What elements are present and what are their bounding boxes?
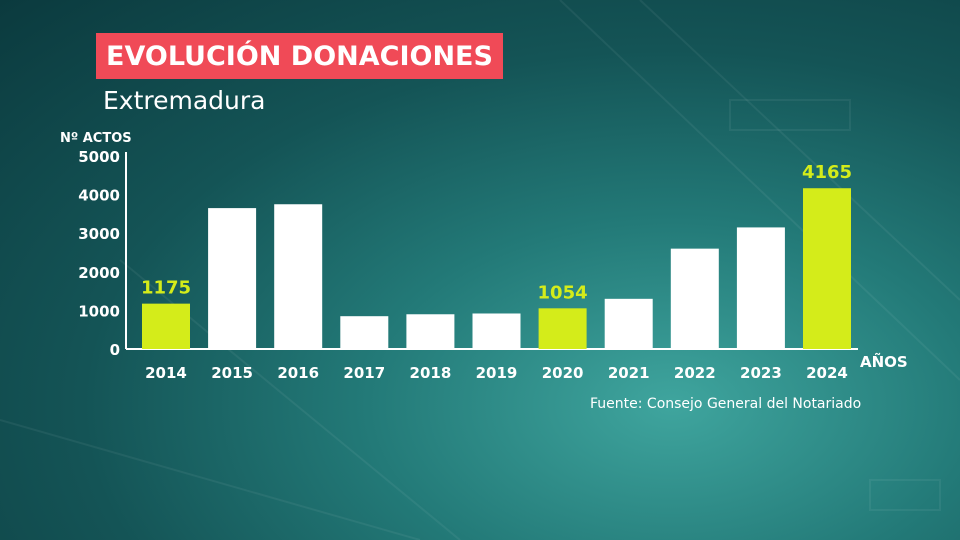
y-tick-label: 5000 <box>78 148 120 166</box>
y-tick-label: 0 <box>110 341 120 359</box>
data-label-2014: 1175 <box>141 278 191 299</box>
x-axis-label: AÑOS <box>860 352 908 371</box>
bar-2020 <box>538 308 587 349</box>
x-tick-label: 2020 <box>542 364 584 382</box>
x-tick-label: 2016 <box>277 364 319 382</box>
bar-2018 <box>406 314 455 349</box>
bar-2022 <box>670 248 719 349</box>
chart-subtitle: Extremadura <box>103 86 266 115</box>
bar-2019 <box>472 313 521 349</box>
bar-2023 <box>736 227 785 349</box>
bar-2015 <box>208 208 257 349</box>
x-tick-label: 2021 <box>608 364 650 382</box>
bar-2021 <box>604 298 653 349</box>
y-axis-label: Nº ACTOS <box>60 131 132 146</box>
y-tick-label: 1000 <box>78 302 120 320</box>
chart-title: EVOLUCIÓN DONACIONES <box>106 40 493 72</box>
x-tick-label: 2019 <box>476 364 518 382</box>
x-tick-label: 2023 <box>740 364 782 382</box>
x-tick-label: 2015 <box>211 364 253 382</box>
x-tick-label: 2017 <box>343 364 385 382</box>
bar-2016 <box>274 204 323 349</box>
x-tick-label: 2018 <box>410 364 452 382</box>
y-tick-label: 4000 <box>78 187 120 205</box>
x-tick-label: 2014 <box>145 364 187 382</box>
x-tick-label: 2022 <box>674 364 716 382</box>
bar-2014 <box>142 303 190 349</box>
data-label-2024: 4165 <box>802 162 852 183</box>
title-banner: EVOLUCIÓN DONACIONES <box>96 33 503 79</box>
bar-2017 <box>340 316 389 349</box>
y-tick-label: 2000 <box>78 264 120 282</box>
source-note: Fuente: Consejo General del Notariado <box>590 396 862 412</box>
data-label-2020: 1054 <box>538 282 588 303</box>
y-tick-label: 3000 <box>78 225 120 243</box>
bar-2024 <box>803 188 851 349</box>
x-tick-label: 2024 <box>806 364 848 382</box>
